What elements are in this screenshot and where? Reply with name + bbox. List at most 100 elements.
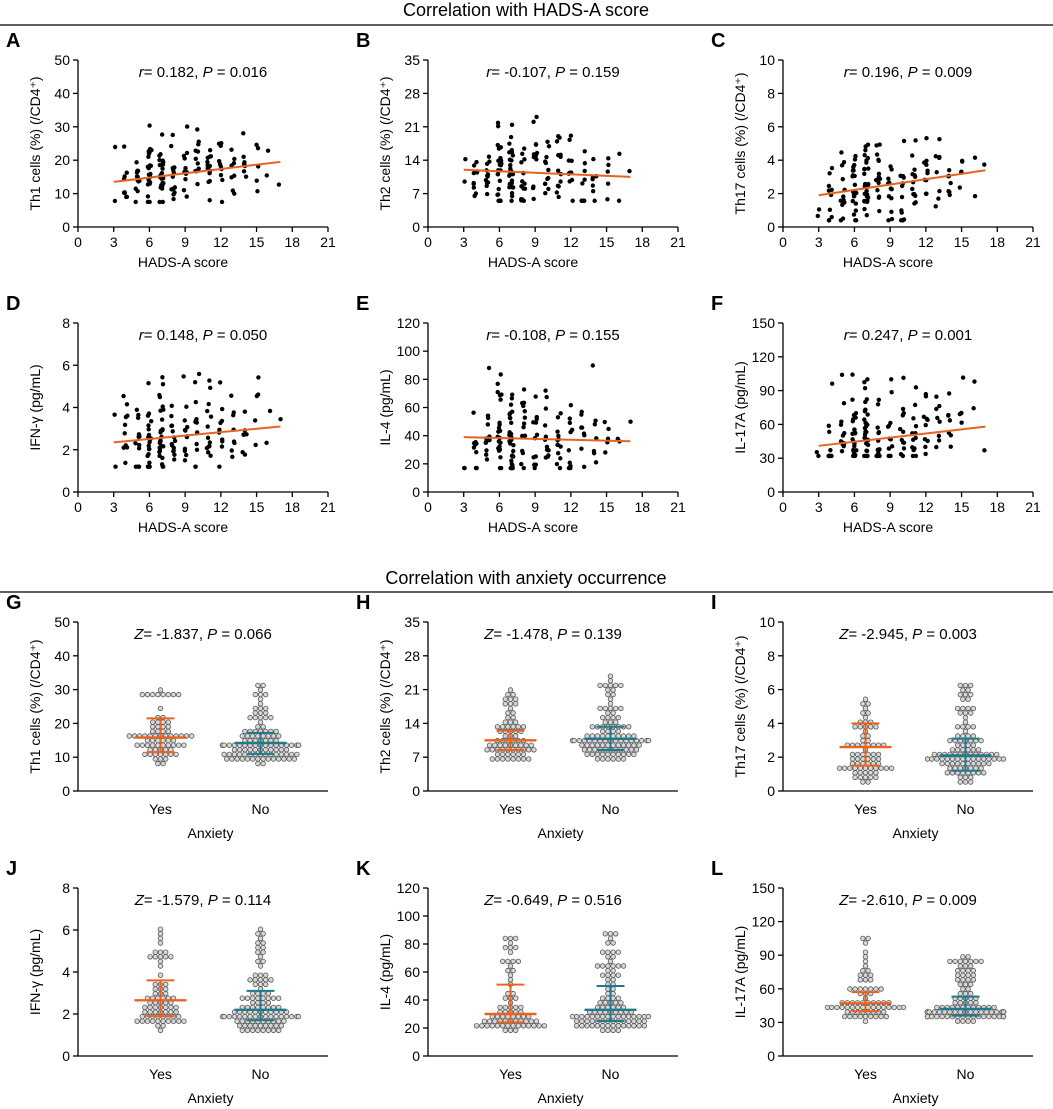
stat-value-text: = -0.108, <box>491 327 555 344</box>
y-tick-label: 4 <box>767 152 775 168</box>
data-point <box>857 724 863 730</box>
data-point <box>133 440 138 446</box>
data-point <box>192 380 198 385</box>
y-tick-label: 4 <box>62 964 70 980</box>
data-point <box>208 414 214 419</box>
data-point <box>502 719 508 725</box>
data-point <box>841 159 847 165</box>
data-point <box>495 142 500 148</box>
data-point <box>485 173 490 179</box>
x-axis-label: Anxiety <box>188 825 234 841</box>
data-point <box>610 972 616 978</box>
data-point <box>193 464 198 469</box>
data-point <box>507 701 514 707</box>
data-point <box>160 1018 166 1024</box>
data-point <box>260 931 266 937</box>
data-point <box>615 972 621 978</box>
data-points <box>112 123 282 205</box>
data-point <box>158 152 163 157</box>
data-point <box>474 449 479 455</box>
data-point <box>571 737 577 744</box>
data-point <box>546 167 551 173</box>
data-point <box>510 691 516 698</box>
data-point <box>862 949 869 955</box>
data-point <box>255 958 261 965</box>
panel-j: J Z= -1.579, P = 0.114 0 2 4 6 8 IFN-γ (pg/mL) Y… <box>6 858 328 1106</box>
data-point <box>554 461 560 467</box>
data-point <box>602 419 607 425</box>
p-symbol: P <box>912 626 922 643</box>
data-point <box>494 751 501 758</box>
data-point <box>899 208 904 213</box>
data-point <box>912 201 917 206</box>
data-point <box>957 963 963 969</box>
y-tick-label: 0 <box>412 219 420 235</box>
y-tick-label: 40 <box>54 648 70 664</box>
x-tick-label: 18 <box>989 499 1005 515</box>
x-axis-label: HADS-A score <box>843 519 933 535</box>
data-point <box>607 958 614 965</box>
data-point <box>147 446 152 452</box>
data-point <box>605 687 611 693</box>
data-point <box>955 972 961 978</box>
data-point <box>981 1013 987 1020</box>
data-point <box>558 411 563 416</box>
data-point <box>865 701 871 707</box>
data-point <box>159 132 165 137</box>
data-point <box>139 1018 145 1024</box>
data-point <box>636 1013 642 1020</box>
data-point <box>877 208 882 214</box>
data-point <box>636 1023 642 1029</box>
data-point <box>268 1023 274 1029</box>
data-point <box>157 926 164 932</box>
data-point <box>853 410 859 416</box>
data-point <box>495 381 500 386</box>
data-point <box>986 760 992 767</box>
data-point <box>473 191 479 196</box>
data-point <box>155 691 161 698</box>
data-point <box>208 385 213 391</box>
panel-letter: D <box>6 293 20 315</box>
data-point <box>584 742 590 748</box>
data-point <box>170 742 177 748</box>
data-point <box>851 168 856 173</box>
data-point <box>149 691 156 698</box>
x-axis-label: Anxiety <box>538 825 584 841</box>
data-point <box>942 1009 948 1015</box>
data-point <box>531 747 537 753</box>
data-point <box>862 977 869 983</box>
data-point <box>600 751 606 758</box>
data-point <box>160 464 165 469</box>
y-tick-label: 100 <box>397 908 421 924</box>
data-point <box>255 944 261 951</box>
data-point <box>593 460 599 465</box>
data-point <box>900 1004 907 1011</box>
data-point <box>255 760 261 767</box>
data-point <box>500 751 506 758</box>
data-point <box>853 415 858 420</box>
y-tick-label: 40 <box>404 992 420 1008</box>
data-point <box>555 183 561 188</box>
data-point <box>207 378 212 383</box>
data-point <box>157 1027 164 1034</box>
data-point <box>602 1000 608 1006</box>
y-tick-label: 4 <box>767 715 775 731</box>
data-point <box>947 765 953 771</box>
data-point <box>636 1018 642 1024</box>
data-point <box>594 751 601 758</box>
data-point <box>955 977 961 983</box>
data-point <box>196 139 201 144</box>
data-point <box>521 186 526 191</box>
data-point <box>860 967 866 974</box>
data-point <box>968 774 974 781</box>
data-point <box>249 733 256 739</box>
panel-letter: C <box>711 30 725 52</box>
data-point <box>567 137 572 143</box>
data-point <box>876 430 882 435</box>
data-point <box>857 774 863 781</box>
data-point <box>263 747 269 753</box>
data-point <box>278 416 283 422</box>
p-symbol: P <box>908 327 918 344</box>
data-point <box>534 114 539 120</box>
data-point <box>589 733 595 739</box>
